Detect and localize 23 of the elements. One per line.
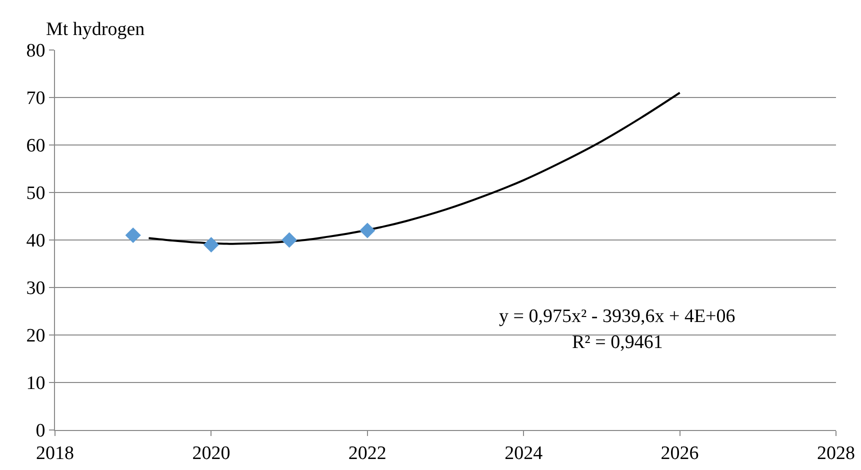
annotation: y = 0,975x² - 3939,6x + 4E+06 [499,306,736,327]
point [282,232,298,248]
y-tick-label: 40 [26,230,46,252]
y-tick-label: 10 [26,373,46,394]
point [125,227,141,244]
y-tick-label: 30 [26,278,46,300]
x-tick-label: 2018 [36,442,74,464]
annotation: R² = 0,9461 [572,332,663,353]
y-tick-label: 0 [36,420,46,442]
y-tick-label: 70 [26,88,46,110]
x-tick-label: 2024 [504,442,544,464]
x-tick-label: 2028 [817,442,855,464]
y-tick-label: 80 [26,40,46,62]
x-tick-label: 2022 [348,442,386,464]
x-tick-label: 2020 [192,442,230,464]
y-tick-label: 20 [26,326,46,347]
y-tick-label: 50 [26,183,46,204]
line-series [148,92,681,245]
point [203,236,219,253]
y-axis-title: Mt hydrogen [46,19,146,40]
y-tick-label: 60 [26,136,46,157]
x-tick-label: 2026 [660,442,699,464]
point [360,222,376,238]
